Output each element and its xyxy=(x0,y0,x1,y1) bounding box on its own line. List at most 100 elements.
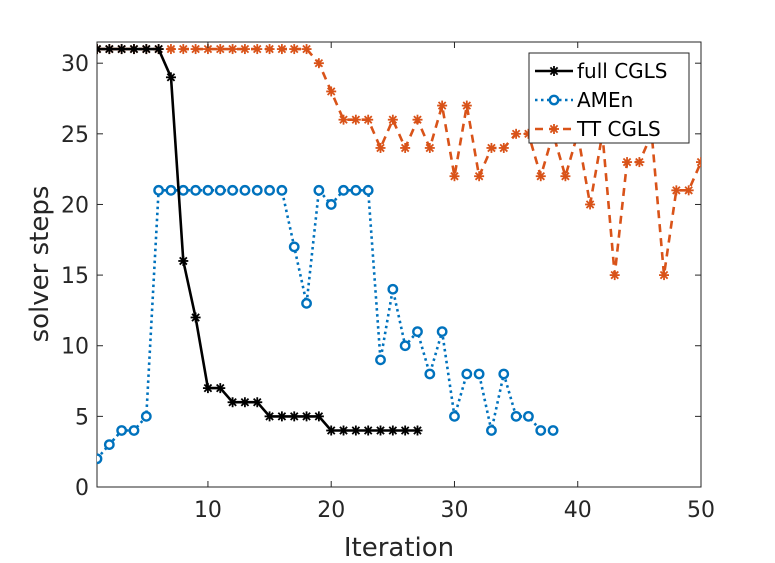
data-point-amen xyxy=(325,199,337,210)
data-point-full-cgls xyxy=(313,411,324,422)
series-amen xyxy=(97,184,559,465)
data-point-tt-cgls xyxy=(412,114,423,125)
data-point-amen xyxy=(153,184,165,196)
data-point-tt-cgls xyxy=(671,185,682,196)
data-point-full-cgls xyxy=(264,411,275,422)
data-point-amen xyxy=(436,326,448,338)
data-point-full-cgls xyxy=(350,425,361,436)
data-point-amen xyxy=(165,184,177,196)
data-point-amen xyxy=(251,184,263,196)
data-point-amen xyxy=(547,425,559,436)
data-point-tt-cgls xyxy=(387,114,398,125)
y-tick-label: 25 xyxy=(61,123,89,148)
y-tick-label: 30 xyxy=(61,52,89,77)
legend-label-tt-cgls: TT CGLS xyxy=(576,117,661,141)
data-point-amen xyxy=(412,326,423,338)
data-point-amen xyxy=(387,283,399,295)
data-point-amen xyxy=(473,368,485,380)
x-tick-label: 10 xyxy=(194,498,222,523)
data-point-tt-cgls xyxy=(400,142,411,153)
data-point-tt-cgls xyxy=(424,142,435,153)
x-tick-label: 30 xyxy=(440,498,468,523)
data-point-tt-cgls xyxy=(585,199,596,210)
data-point-full-cgls xyxy=(412,425,423,436)
data-point-amen xyxy=(103,439,115,451)
data-point-amen xyxy=(313,184,325,196)
data-point-amen xyxy=(424,368,436,380)
data-point-tt-cgls xyxy=(535,171,546,182)
data-point-full-cgls xyxy=(165,72,176,83)
data-point-tt-cgls xyxy=(215,44,226,55)
data-point-tt-cgls xyxy=(190,44,201,55)
x-tick-label: 50 xyxy=(687,498,715,523)
data-point-full-cgls xyxy=(289,411,300,422)
y-axis-ticks: 0 5 10 15 20 25 30 xyxy=(61,52,701,501)
data-point-full-cgls xyxy=(104,44,115,55)
data-point-full-cgls xyxy=(326,425,337,436)
data-point-full-cgls xyxy=(252,397,263,408)
series-full-cgls xyxy=(97,44,423,436)
series-layer xyxy=(97,44,701,465)
y-axis-label: solver steps xyxy=(25,186,55,343)
legend-item-amen: AMEn xyxy=(535,88,633,112)
data-point-amen xyxy=(535,425,547,436)
data-point-tt-cgls xyxy=(252,44,263,55)
data-point-amen xyxy=(498,368,510,380)
data-point-amen xyxy=(301,297,312,309)
data-point-tt-cgls xyxy=(437,100,448,111)
data-point-full-cgls xyxy=(116,44,127,55)
data-point-full-cgls xyxy=(215,383,226,394)
data-point-amen xyxy=(461,368,473,380)
data-point-amen xyxy=(128,425,140,436)
data-point-full-cgls xyxy=(338,425,349,436)
x-tick-label: 40 xyxy=(564,498,592,523)
data-point-tt-cgls xyxy=(313,58,324,69)
data-point-full-cgls xyxy=(276,411,287,422)
data-point-amen xyxy=(190,184,202,196)
data-point-amen xyxy=(276,184,288,196)
data-point-tt-cgls xyxy=(461,100,472,111)
data-point-tt-cgls xyxy=(375,142,386,153)
data-point-amen xyxy=(375,354,386,366)
legend: full CGLS AMEn TT CGLS xyxy=(528,52,690,144)
x-axis-label: Iteration xyxy=(344,533,454,563)
data-point-tt-cgls xyxy=(659,270,670,281)
data-point-tt-cgls xyxy=(498,142,509,153)
data-point-tt-cgls xyxy=(350,114,361,125)
y-tick-label: 10 xyxy=(61,335,89,360)
data-point-amen xyxy=(350,184,362,196)
data-point-full-cgls xyxy=(387,425,398,436)
data-point-tt-cgls xyxy=(338,114,349,125)
data-point-amen xyxy=(399,340,411,352)
data-point-amen xyxy=(362,184,374,196)
data-point-full-cgls xyxy=(400,425,411,436)
data-point-tt-cgls xyxy=(683,185,694,196)
data-point-tt-cgls xyxy=(363,114,374,125)
x-axis-ticks: 10 20 30 40 50 xyxy=(194,42,715,523)
data-point-tt-cgls xyxy=(239,44,250,55)
data-point-full-cgls xyxy=(178,255,189,266)
data-point-amen xyxy=(97,453,103,465)
x-tick-label: 20 xyxy=(317,498,345,523)
legend-item-tt-cgls: TT CGLS xyxy=(535,117,661,141)
data-point-tt-cgls xyxy=(289,44,300,55)
legend-marker-tt-cgls xyxy=(549,124,559,134)
data-point-tt-cgls xyxy=(165,44,176,55)
data-point-tt-cgls xyxy=(696,157,701,168)
data-point-tt-cgls xyxy=(276,44,287,55)
data-point-amen xyxy=(214,184,226,196)
y-tick-label: 15 xyxy=(61,264,89,289)
data-point-full-cgls xyxy=(363,425,374,436)
data-point-tt-cgls xyxy=(609,270,620,281)
data-point-full-cgls xyxy=(141,44,152,55)
data-point-amen xyxy=(140,410,152,422)
data-point-tt-cgls xyxy=(511,128,522,139)
data-point-full-cgls xyxy=(97,44,102,55)
y-tick-label: 20 xyxy=(61,193,89,218)
data-point-amen xyxy=(116,425,128,436)
data-point-amen xyxy=(227,184,238,196)
data-point-tt-cgls xyxy=(326,86,337,97)
data-point-amen xyxy=(264,184,275,196)
data-point-full-cgls xyxy=(239,397,250,408)
data-point-amen xyxy=(523,410,534,422)
